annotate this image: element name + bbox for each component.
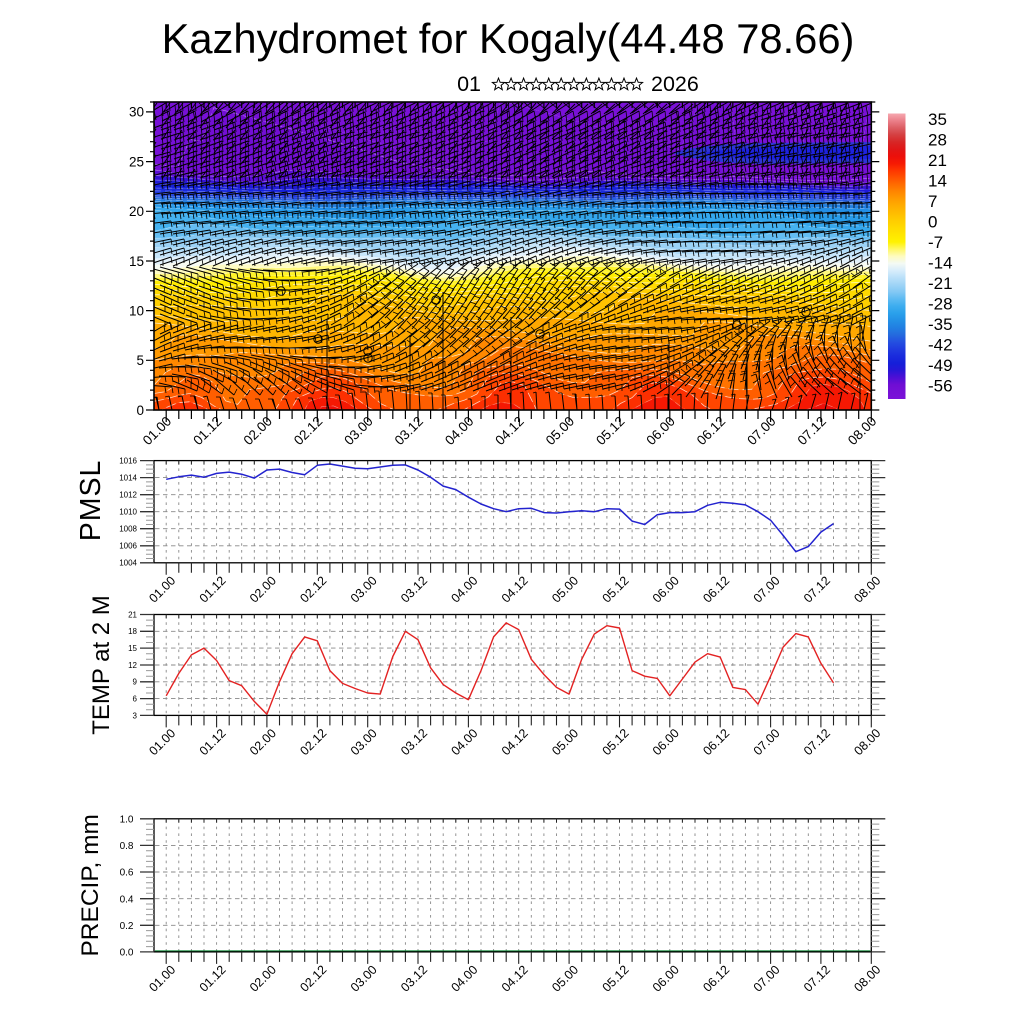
svg-text:-7: -7 bbox=[928, 233, 943, 252]
svg-text:-56: -56 bbox=[928, 377, 953, 396]
svg-text:0: 0 bbox=[136, 403, 144, 418]
svg-text:0.6: 0.6 bbox=[120, 868, 134, 879]
svg-text:18: 18 bbox=[128, 627, 137, 636]
svg-text:5: 5 bbox=[136, 353, 144, 368]
svg-text:21: 21 bbox=[928, 151, 947, 170]
svg-text:0.8: 0.8 bbox=[120, 841, 134, 852]
svg-text:10: 10 bbox=[129, 303, 144, 318]
svg-text:0.2: 0.2 bbox=[120, 921, 134, 932]
svg-text:7: 7 bbox=[928, 192, 937, 211]
svg-text:-35: -35 bbox=[928, 315, 953, 334]
svg-text:28: 28 bbox=[928, 131, 947, 150]
svg-text:30: 30 bbox=[129, 105, 144, 120]
svg-text:-49: -49 bbox=[928, 356, 953, 375]
svg-text:-28: -28 bbox=[928, 295, 953, 314]
svg-text:0: 0 bbox=[928, 213, 937, 232]
svg-text:1006: 1006 bbox=[119, 542, 137, 551]
svg-text:15: 15 bbox=[128, 644, 137, 653]
svg-text:2026: 2026 bbox=[651, 72, 699, 96]
svg-text:Kazhydromet for Kogaly(44.48 7: Kazhydromet for Kogaly(44.48 78.66) bbox=[162, 15, 855, 62]
svg-text:25: 25 bbox=[129, 154, 144, 169]
svg-text:14: 14 bbox=[928, 172, 947, 191]
svg-text:1008: 1008 bbox=[119, 525, 137, 534]
svg-text:12: 12 bbox=[128, 661, 137, 670]
svg-text:9: 9 bbox=[133, 678, 138, 687]
svg-text:-42: -42 bbox=[928, 336, 953, 355]
svg-text:21: 21 bbox=[128, 610, 137, 619]
svg-text:1.0: 1.0 bbox=[120, 814, 134, 825]
svg-text:20: 20 bbox=[129, 204, 144, 219]
svg-text:15: 15 bbox=[129, 254, 144, 269]
svg-text:0.4: 0.4 bbox=[120, 894, 134, 905]
svg-text:1004: 1004 bbox=[119, 559, 137, 568]
svg-text:TEMP at 2 M: TEMP at 2 M bbox=[88, 595, 115, 735]
svg-text:1014: 1014 bbox=[119, 474, 137, 483]
svg-text:3: 3 bbox=[133, 711, 138, 720]
svg-text:1016: 1016 bbox=[119, 457, 137, 466]
svg-text:01: 01 bbox=[457, 72, 481, 96]
svg-text:1010: 1010 bbox=[119, 508, 137, 517]
svg-text:-14: -14 bbox=[928, 254, 953, 273]
svg-text:1012: 1012 bbox=[119, 491, 137, 500]
svg-text:35: 35 bbox=[928, 110, 947, 129]
svg-text:-21: -21 bbox=[928, 274, 953, 293]
svg-text:PRECIP, mm: PRECIP, mm bbox=[77, 814, 104, 957]
svg-text:PMSL: PMSL bbox=[75, 460, 107, 542]
svg-text:6: 6 bbox=[133, 695, 138, 704]
svg-text:0.0: 0.0 bbox=[120, 948, 134, 959]
